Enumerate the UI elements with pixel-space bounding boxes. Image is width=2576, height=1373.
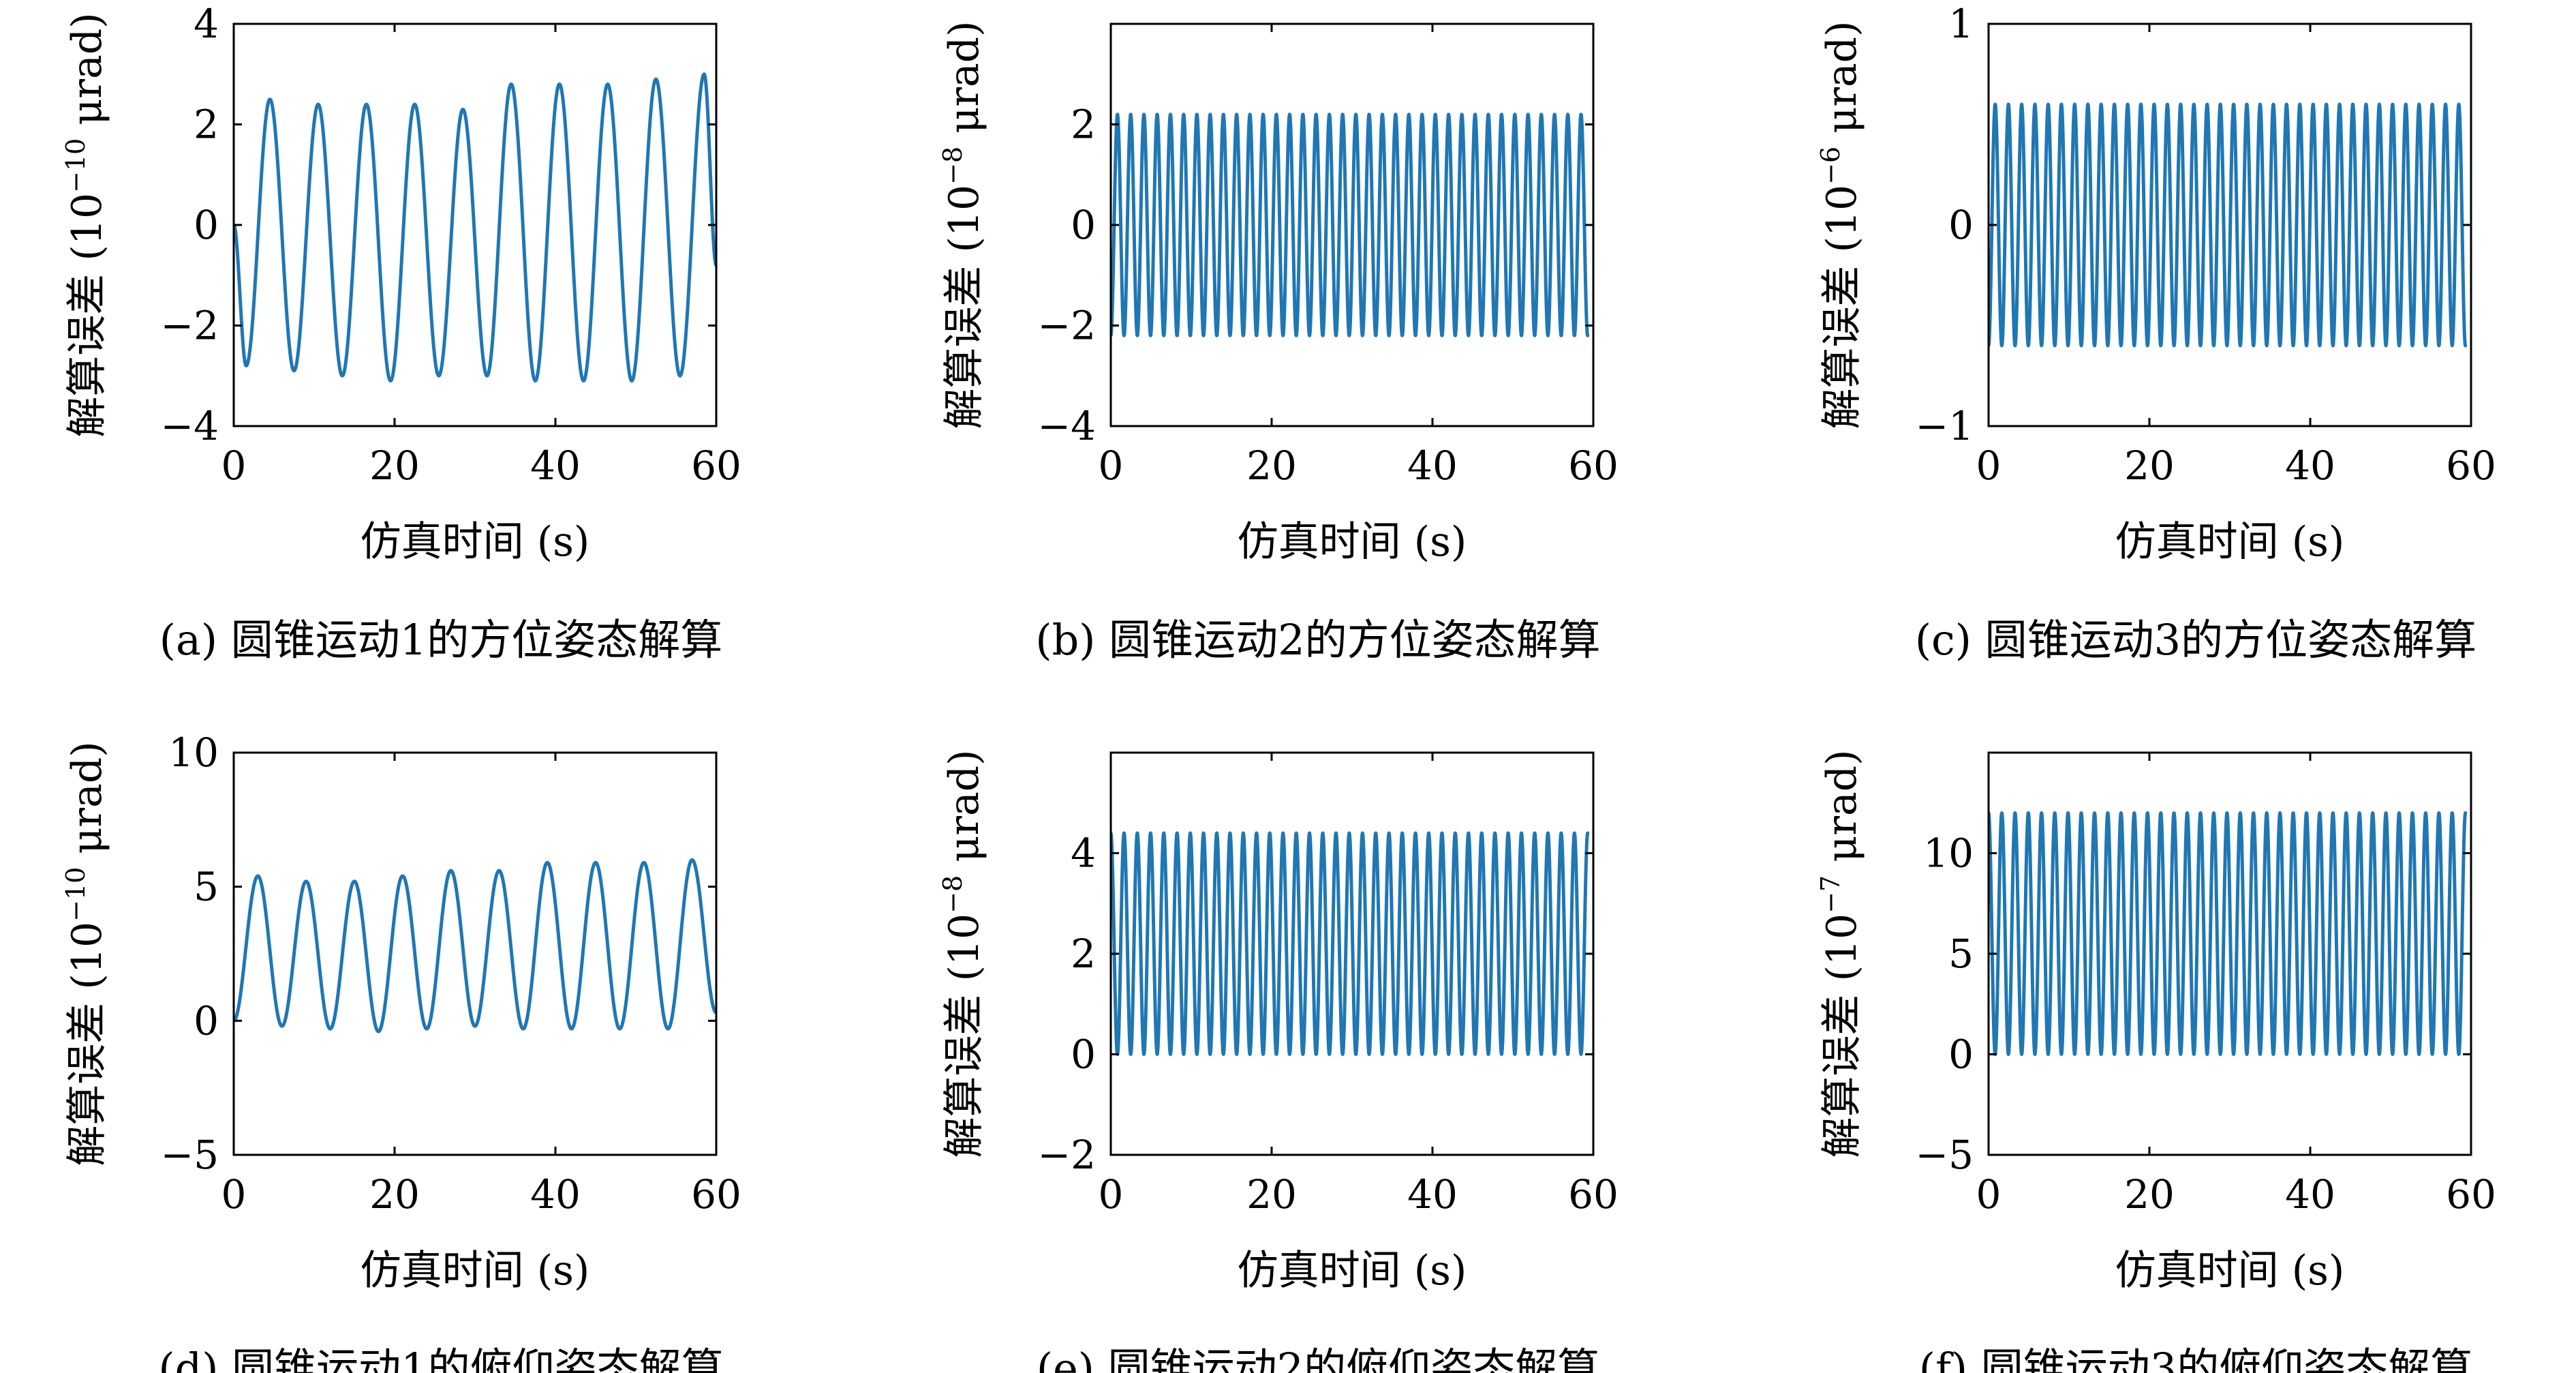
y-tick-label: 0	[1948, 1031, 1974, 1078]
x-tick-label: 20	[369, 1171, 420, 1218]
y-tick-label: 2	[1071, 931, 1096, 977]
x-axis-label: 仿真时间 (s)	[1238, 518, 1467, 566]
y-tick-label: −4	[1038, 403, 1097, 449]
x-axis-label: 仿真时间 (s)	[1238, 1247, 1467, 1295]
y-tick-label: 0	[1071, 1031, 1096, 1078]
y-tick-label: 0	[194, 997, 219, 1044]
x-tick-label: 20	[2124, 1171, 2175, 1218]
y-tick-label: 4	[194, 1, 219, 47]
x-tick-label: 60	[2446, 1171, 2496, 1218]
x-tick-label: 40	[530, 1171, 581, 1218]
x-tick-label: 40	[2285, 1171, 2335, 1218]
subfigure-caption: (a) 圆锥运动1的方位姿态解算	[159, 615, 723, 665]
x-tick-label: 60	[691, 1171, 741, 1218]
x-tick-label: 20	[2124, 442, 2175, 489]
y-tick-label: −5	[1916, 1132, 1974, 1178]
y-tick-label: −2	[1038, 303, 1097, 349]
x-tick-label: 20	[1246, 442, 1297, 489]
x-tick-label: 0	[1099, 442, 1124, 489]
x-tick-label: 60	[1568, 442, 1619, 489]
x-tick-label: 40	[1407, 442, 1458, 489]
x-tick-label: 60	[1568, 1171, 1619, 1218]
x-tick-label: 0	[221, 442, 247, 489]
x-tick-label: 60	[691, 442, 741, 489]
y-tick-label: 0	[1071, 202, 1096, 248]
subfigure-caption: (d) 圆锥运动1的俯仰姿态解算	[158, 1344, 723, 1373]
series-line-2-1	[1111, 112, 1590, 337]
y-tick-label: −2	[1038, 1132, 1097, 1178]
x-axis-label: 仿真时间 (s)	[361, 1247, 590, 1295]
y-tick-label: −5	[161, 1132, 219, 1178]
y-tick-label: 2	[1071, 102, 1096, 148]
y-axis-label: 解算误差 (10−8 μrad)	[938, 20, 988, 429]
y-tick-label: 0	[194, 202, 219, 248]
y-tick-label: −4	[161, 403, 219, 449]
subfigure-caption: (f) 圆锥运动3的俯仰姿态解算	[1919, 1344, 2472, 1373]
y-tick-label: 1	[1948, 1, 1974, 47]
x-axis-label: 仿真时间 (s)	[361, 518, 590, 566]
x-tick-label: 0	[1099, 1171, 1124, 1218]
y-tick-label: 2	[194, 102, 219, 148]
x-tick-label: 20	[1246, 1171, 1297, 1218]
series-line-4-1	[234, 858, 716, 1033]
plot-frame	[232, 751, 718, 1156]
y-axis-label: 解算误差 (10−8 μrad)	[938, 749, 988, 1158]
subfigure-caption: (b) 圆锥运动2的方位姿态解算	[1035, 615, 1600, 665]
x-tick-label: 0	[221, 1171, 247, 1218]
subfigure-caption: (e) 圆锥运动2的俯仰姿态解算	[1037, 1344, 1599, 1373]
y-tick-label: −1	[1916, 403, 1974, 449]
x-tick-label: 40	[1407, 1171, 1458, 1218]
x-tick-label: 0	[1976, 1171, 2002, 1218]
series-line-3-1	[1989, 102, 2468, 348]
y-axis-label: 解算误差 (10−6 μrad)	[1815, 20, 1866, 429]
x-tick-label: 40	[2285, 442, 2335, 489]
x-tick-label: 40	[530, 442, 581, 489]
series-line-6-1	[1989, 811, 2468, 1056]
y-tick-label: −2	[161, 303, 219, 349]
y-axis-label: 解算误差 (10−10 μrad)	[61, 12, 111, 437]
x-axis-label: 仿真时间 (s)	[2115, 518, 2345, 566]
chart-panel-1: 0 20 40 60 −4 −2 0 2 4 仿真时间 (s) 解算误差 (10−10 μrad) (…	[61, 1, 741, 665]
y-tick-label: 10	[1923, 830, 1974, 877]
y-tick-label: 0	[1948, 202, 1974, 248]
x-tick-label: 20	[369, 442, 420, 489]
x-tick-label: 60	[2446, 442, 2496, 489]
series-line-5-1	[1111, 831, 1590, 1056]
x-tick-label: 0	[1976, 442, 2002, 489]
subfigure-caption: (c) 圆锥运动3的方位姿态解算	[1915, 615, 2477, 665]
y-tick-label: 4	[1071, 830, 1096, 877]
series-line-1-1	[234, 72, 716, 383]
x-axis-label: 仿真时间 (s)	[2115, 1247, 2345, 1295]
y-tick-label: 5	[194, 864, 219, 910]
chart-panel-2: 0 20 40 60 −4 −2 0 2 仿真时间 (s) 解算误差 (10−8 μrad) (b)…	[938, 20, 1619, 665]
y-axis-label: 解算误差 (10−10 μrad)	[61, 741, 111, 1166]
y-tick-label: 10	[168, 729, 219, 776]
y-axis-label: 解算误差 (10−7 μrad)	[1815, 749, 1866, 1158]
y-tick-label: 5	[1948, 931, 1974, 977]
